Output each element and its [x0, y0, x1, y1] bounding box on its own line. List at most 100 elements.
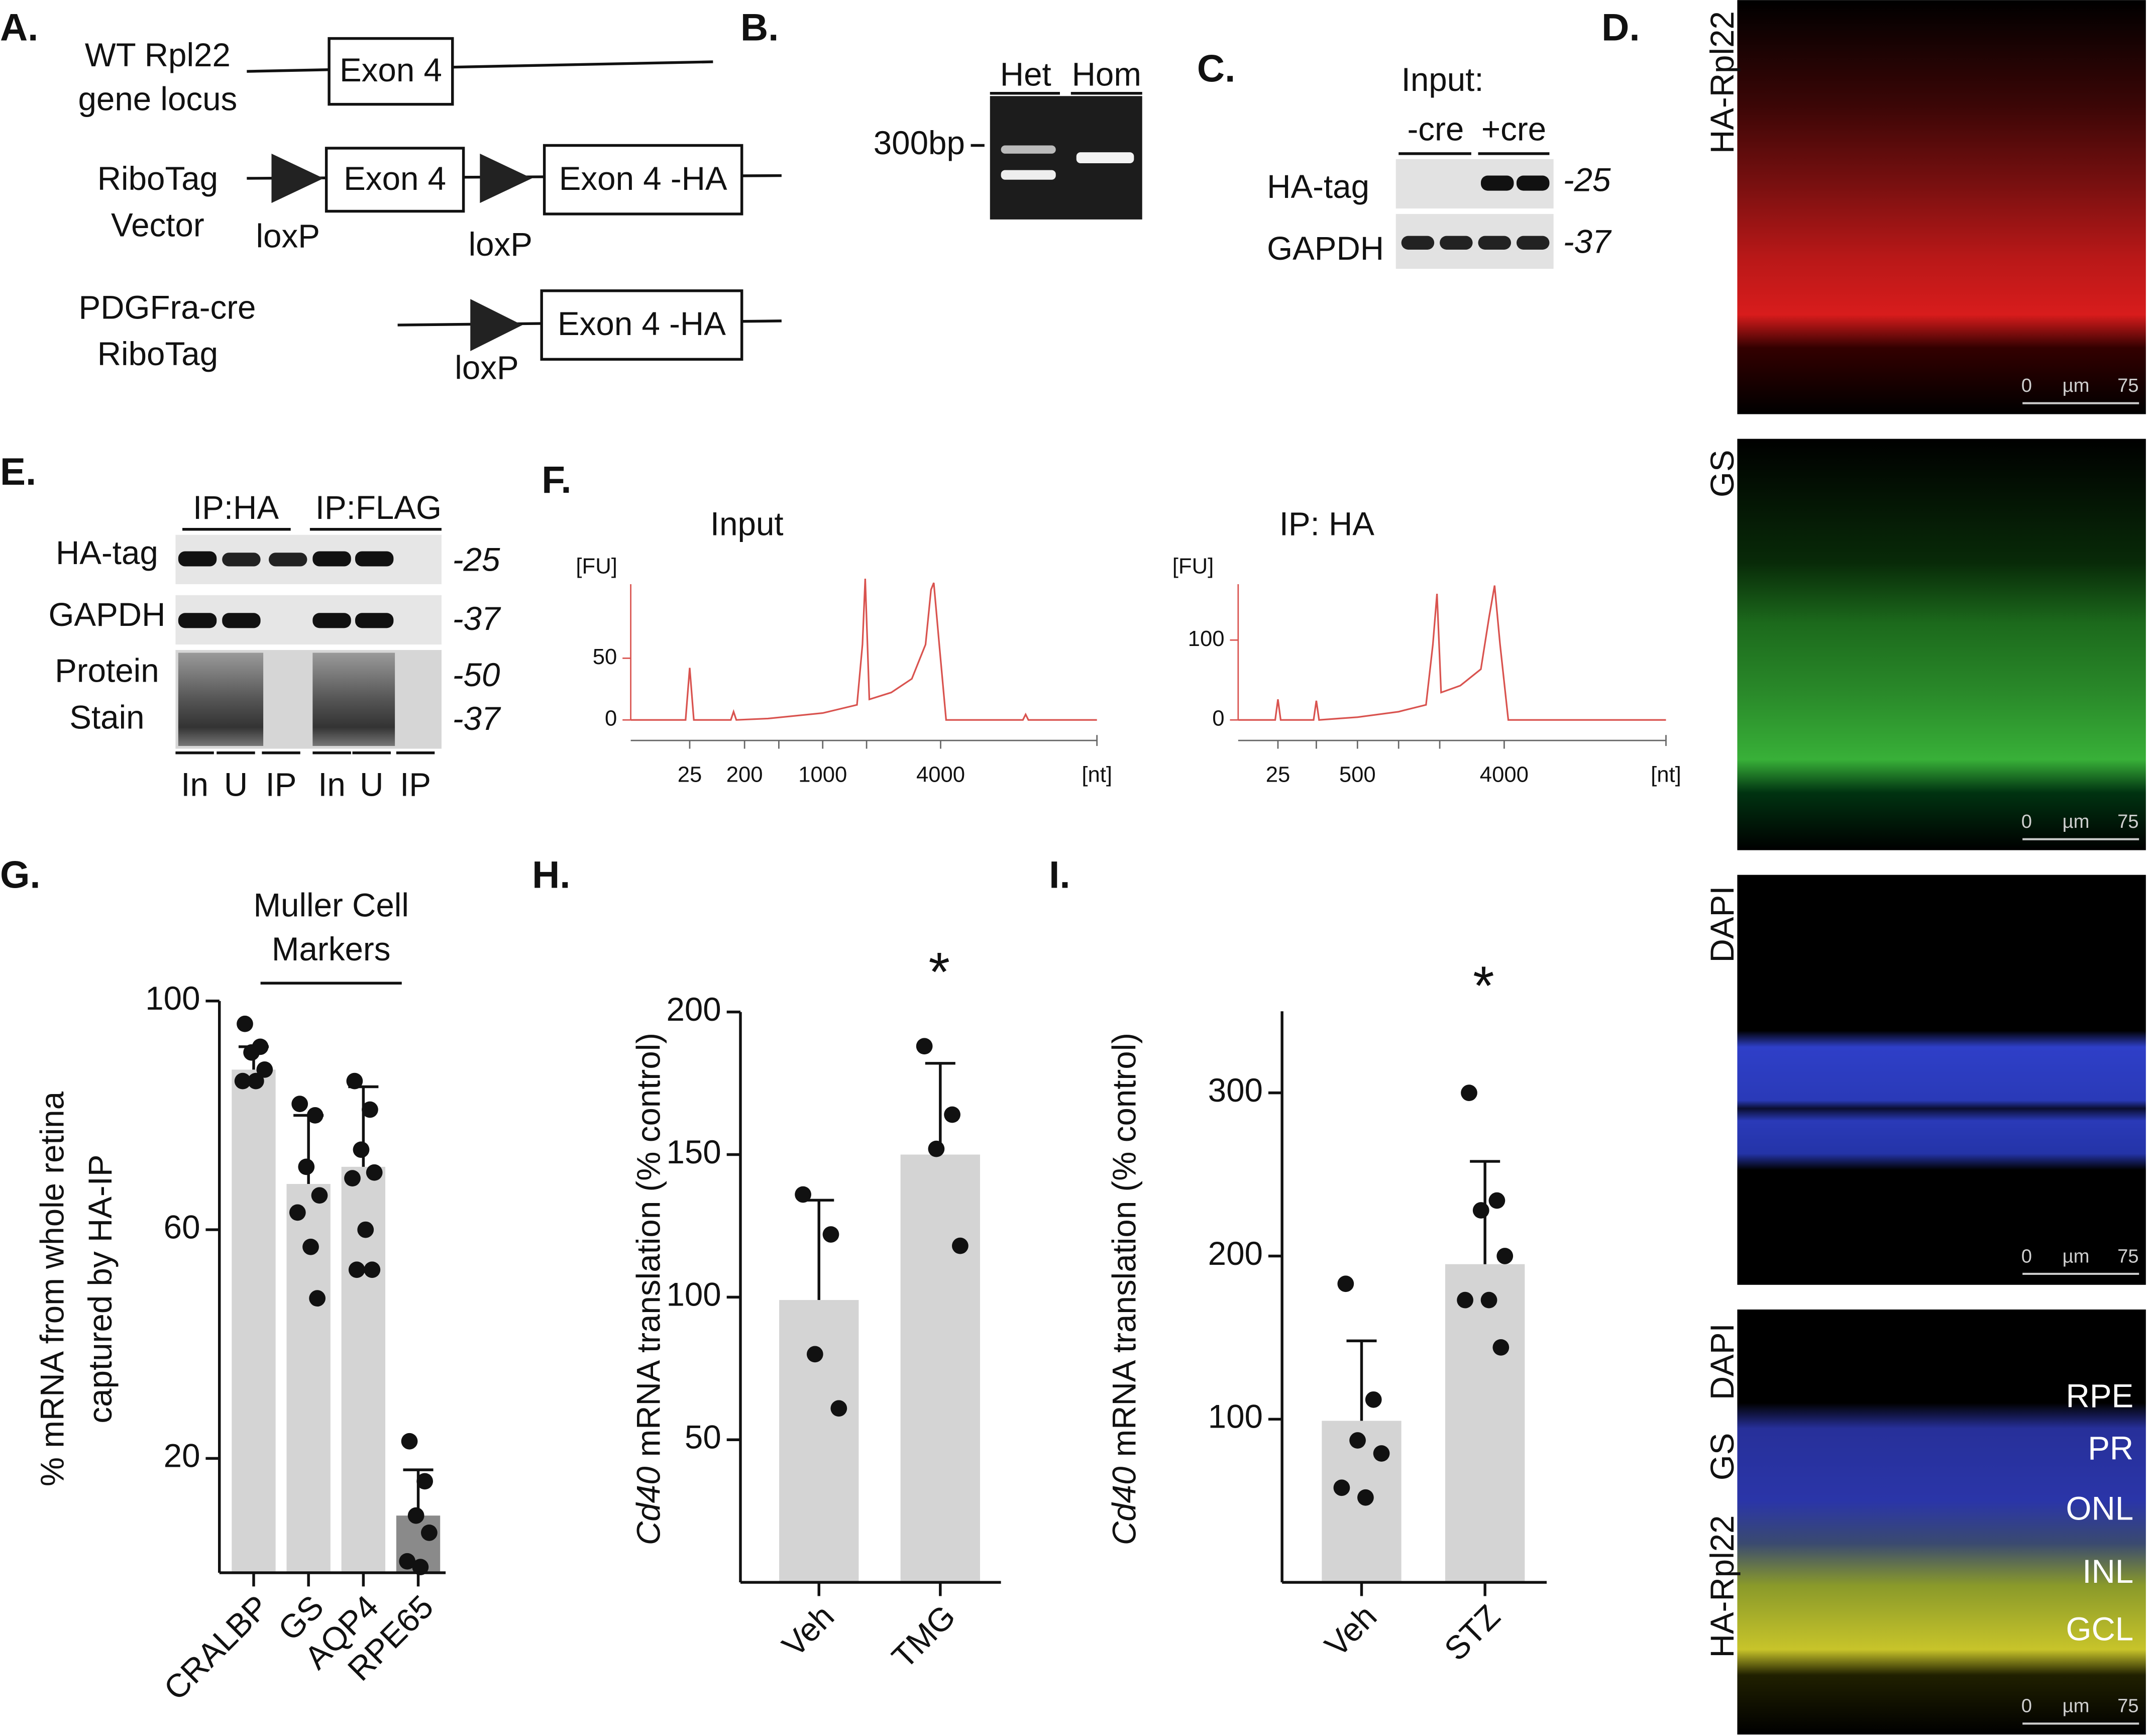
row-label: Protein: [55, 653, 159, 689]
data-point: [362, 1101, 378, 1118]
scale-bar-label: µm: [2063, 811, 2090, 832]
y-axis-label-text: mRNA translation (% control): [630, 1033, 667, 1457]
data-point: [401, 1433, 418, 1450]
blot-band: [178, 613, 217, 628]
y-tick-label: 100: [1208, 1398, 1263, 1435]
panel-label: A.: [0, 6, 38, 49]
micrograph-labels: HA-Rpl22 0 µm 75 GS 0 µm 75 DAPI 0 µm 75 HA-Rpl22 GS D…: [1704, 11, 2139, 1725]
x-tick-label: TMG: [885, 1598, 962, 1676]
stain-lane: [178, 653, 264, 746]
y-tick-label: 60: [164, 1209, 200, 1245]
scale-bar-label: 0: [2021, 375, 2032, 396]
x-unit: [nt]: [1651, 763, 1681, 787]
data-point: [399, 1553, 416, 1570]
micrograph: [1737, 875, 2146, 1285]
y-tick-label: 300: [1208, 1072, 1263, 1109]
gel-band: [1076, 152, 1134, 163]
exon-box: [543, 144, 743, 215]
y-tick-label: 150: [666, 1134, 721, 1170]
data-point: [247, 1072, 264, 1090]
data-point: [357, 1221, 374, 1238]
data-point: [348, 1261, 365, 1278]
y-axis-label-text: mRNA translation (% control): [1106, 1033, 1143, 1457]
scale-bar-label: 0: [2021, 1695, 2032, 1717]
blot-title: Input:: [1402, 61, 1484, 98]
y-tick-label: 100: [1188, 626, 1225, 651]
lane-label: IP: [400, 766, 431, 803]
y-axis-label: % mRNA from whole retina: [34, 1091, 70, 1486]
exon-label: Exon 4: [340, 52, 442, 88]
scale-bar-label: 75: [2117, 1245, 2139, 1267]
lane-label: U: [360, 766, 383, 803]
micrograph: [1737, 1309, 2146, 1735]
gel-band: [1001, 170, 1056, 180]
x-tick-label: Veh: [775, 1598, 841, 1664]
panel-label: G.: [0, 853, 41, 896]
data-point: [822, 1226, 839, 1243]
micrograph: [1737, 439, 2146, 850]
panel-label: B.: [740, 6, 779, 49]
data-point: [1480, 1291, 1497, 1309]
data-point: [1461, 1084, 1477, 1102]
data-point: [916, 1038, 933, 1055]
electropherogram-trace: [1238, 585, 1666, 721]
exon-box: [328, 37, 454, 106]
y-tick-label: 20: [164, 1438, 200, 1474]
blot-image: [175, 595, 442, 645]
size-marker: -37: [453, 700, 501, 737]
blot-band: [222, 553, 261, 567]
row-label: GAPDH: [48, 596, 165, 633]
scale-bar-label: 75: [2117, 375, 2139, 396]
y-tick-label: 100: [145, 980, 200, 1017]
exon-label: Exon 4 -HA: [559, 160, 727, 197]
locus-line: [247, 60, 713, 73]
lane-label: In: [181, 766, 208, 803]
scale-bar-label: µm: [2063, 375, 2090, 396]
electropherogram-trace: [630, 578, 1097, 721]
y-tick-label: 50: [593, 644, 617, 669]
construct-name: RiboTag: [97, 336, 218, 372]
x-unit: [nt]: [1082, 763, 1112, 787]
data-point: [952, 1237, 969, 1254]
data-point: [366, 1164, 383, 1181]
data-point: [795, 1186, 811, 1203]
channel-label: DAPI: [1704, 1323, 1741, 1400]
lane-label: Hom: [1072, 56, 1141, 92]
panel-label: E.: [0, 451, 36, 493]
x-tick-label: CRALBP: [157, 1588, 276, 1707]
y-axis-label-gene: Cd40: [630, 1466, 667, 1545]
construct-name: WT Rpl22: [85, 37, 231, 73]
blot-band: [222, 613, 261, 628]
y-axis-label: Cd40 mRNA translation (% control): [630, 1033, 667, 1545]
channel-label: DAPI: [1704, 886, 1741, 962]
data-point: [298, 1158, 315, 1175]
scale-bar-label: µm: [2063, 1245, 2090, 1267]
size-marker: -50: [453, 657, 500, 693]
row-label: GAPDH: [1267, 230, 1384, 267]
blot-band: [1440, 236, 1473, 250]
lane-label: U: [224, 766, 248, 803]
x-tick-label: 25: [678, 763, 702, 787]
bar: [232, 1069, 276, 1573]
exon-box: [325, 147, 465, 213]
y-tick-label: 100: [666, 1276, 721, 1313]
data-point: [407, 1507, 424, 1524]
blot-band: [1478, 236, 1512, 250]
data-point: [1337, 1275, 1354, 1292]
channel-label: HA-Rpl22: [1704, 1515, 1741, 1658]
exon-box: [540, 289, 743, 361]
y-axis-label-gene: Cd40: [1106, 1466, 1143, 1545]
scale-bar-label: µm: [2063, 1695, 2090, 1717]
y-unit: [FU]: [1172, 554, 1214, 579]
data-point: [243, 1044, 260, 1061]
lane-label: +cre: [1481, 111, 1546, 148]
y-axis-label: captured by HA-IP: [82, 1154, 119, 1423]
micrograph: [1737, 0, 2146, 414]
layer-label: GCL: [2066, 1611, 2134, 1648]
y-unit: [FU]: [576, 554, 617, 579]
x-tick-label: 500: [1339, 763, 1376, 787]
data-point: [1357, 1489, 1374, 1506]
x-tick-label: 25: [1266, 763, 1291, 787]
data-point: [944, 1106, 960, 1123]
y-tick-label: 200: [666, 991, 721, 1028]
